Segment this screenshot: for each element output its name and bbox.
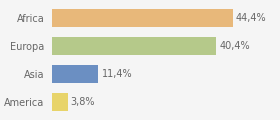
Bar xyxy=(52,9,233,27)
Text: 40,4%: 40,4% xyxy=(220,41,250,51)
Bar xyxy=(52,65,99,83)
Text: 11,4%: 11,4% xyxy=(102,69,132,79)
Text: 3,8%: 3,8% xyxy=(71,97,95,107)
Text: 44,4%: 44,4% xyxy=(236,13,267,23)
Bar xyxy=(52,93,67,111)
Bar xyxy=(52,37,216,55)
